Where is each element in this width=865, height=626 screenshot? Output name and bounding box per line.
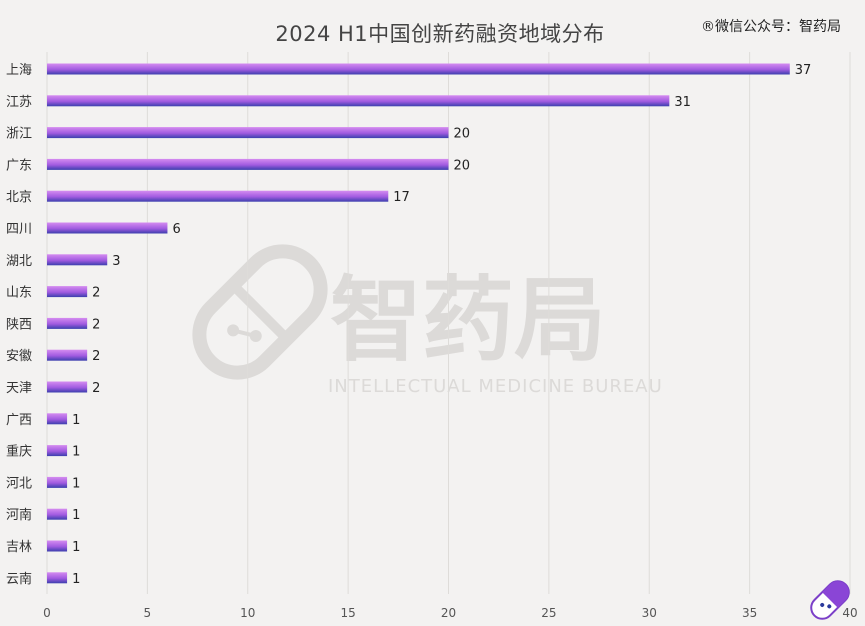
category-label: 浙江 (6, 127, 32, 142)
x-tick-label: 5 (144, 606, 152, 620)
value-label: 6 (172, 222, 180, 237)
category-label: 天津 (6, 381, 32, 396)
bar (47, 572, 68, 584)
bar (47, 127, 449, 139)
x-tick-label: 10 (240, 606, 255, 620)
category-label: 上海 (6, 63, 32, 78)
bar (47, 445, 68, 457)
bar (47, 158, 449, 170)
value-label: 3 (112, 254, 120, 269)
value-label: 1 (72, 413, 80, 428)
value-label: 20 (454, 158, 471, 173)
category-label: 四川 (6, 222, 32, 237)
category-label: 云南 (6, 571, 32, 587)
x-tick-label: 20 (441, 606, 456, 620)
bar (47, 317, 88, 329)
category-label: 湖北 (6, 254, 32, 269)
value-label: 31 (674, 95, 691, 110)
capsule-logo-watermark (192, 244, 328, 380)
value-label: 2 (92, 381, 100, 396)
category-label: 重庆 (6, 444, 32, 460)
value-label: 1 (72, 476, 80, 491)
category-label: 北京 (6, 190, 32, 205)
value-label: 1 (72, 540, 80, 555)
category-label: 广西 (6, 413, 32, 428)
value-label: 2 (92, 286, 100, 301)
watermark: 智药局 INTELLECTUAL MEDICINE BUREAU (192, 244, 663, 397)
category-label: 河北 (6, 476, 32, 491)
bar (47, 95, 670, 107)
x-tick-label: 0 (43, 606, 51, 620)
category-label: 广东 (6, 158, 32, 173)
bar (47, 508, 68, 520)
value-label: 1 (72, 508, 80, 523)
value-label: 20 (454, 127, 471, 142)
credit-text: ®微信公众号：智药局 (701, 19, 841, 35)
x-tick-label: 40 (842, 606, 857, 620)
x-tick-label: 15 (340, 606, 355, 620)
value-label: 1 (72, 445, 80, 460)
bar (47, 286, 88, 298)
bar (47, 63, 790, 75)
bar (47, 381, 88, 393)
value-label: 2 (92, 349, 100, 364)
watermark-cn: 智药局 (330, 267, 606, 374)
x-tick-label: 35 (742, 606, 757, 620)
category-label: 江苏 (6, 94, 32, 110)
category-label: 吉林 (6, 540, 32, 555)
value-label: 1 (72, 572, 80, 587)
bar (47, 349, 88, 361)
bar (47, 190, 389, 202)
x-axis-ticks: 0 5 10 15 20 25 30 35 40 (43, 606, 857, 620)
x-tick-label: 25 (541, 606, 556, 620)
bar (47, 222, 168, 234)
category-label: 山东 (6, 286, 32, 301)
bars: 上海 37 江苏 31 浙江 20 广东 20 北京 17 四川 6 湖北 3 山东 2 陕西 2 安徽 2 天津 2 广西… (6, 63, 811, 587)
value-label: 37 (795, 63, 812, 78)
value-label: 2 (92, 317, 100, 332)
corner-logo (810, 580, 850, 620)
chart-title: 2024 H1中国创新药融资地域分布 (275, 22, 605, 46)
bar (47, 413, 68, 425)
category-label: 安徽 (6, 349, 32, 364)
watermark-en: INTELLECTUAL MEDICINE BUREAU (328, 376, 663, 397)
bar (47, 254, 108, 266)
category-label: 河南 (6, 507, 32, 523)
bar (47, 540, 68, 552)
grid (46, 52, 851, 594)
value-label: 17 (393, 190, 410, 205)
category-label: 陕西 (6, 317, 32, 332)
x-tick-label: 30 (642, 606, 657, 620)
bar (47, 476, 68, 488)
